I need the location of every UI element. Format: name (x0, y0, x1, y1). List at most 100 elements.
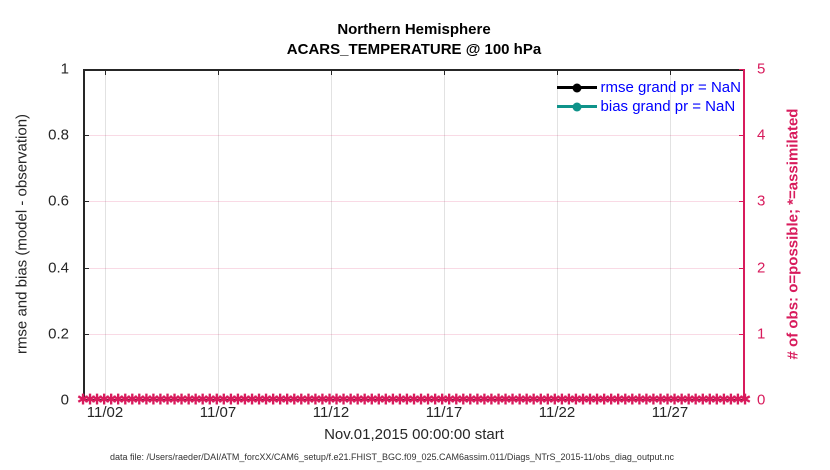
obs-count-marker: ✱ (731, 391, 745, 409)
obs-count-marker: ✱ (457, 391, 470, 409)
gridline-horizontal (83, 333, 745, 335)
y-tick-label-right: 0 (757, 391, 766, 409)
obs-count-marker: ✱ (478, 391, 491, 409)
obs-count-marker: ✱ (583, 391, 597, 409)
legend-row: rmse grand pr = NaN (556, 78, 741, 97)
obs-count-marker: ✱ (323, 391, 336, 409)
legend-line-sample (556, 102, 597, 111)
obs-count-marker: ✱ (569, 391, 583, 409)
obs-count-marker: ✱ (295, 391, 308, 409)
obs-count-marker: ✱ (485, 391, 498, 409)
obs-count-marker: ✱ (287, 391, 301, 409)
obs-count-marker: ✱ (175, 391, 188, 409)
tick-mark-top (669, 69, 671, 75)
obs-count-marker: ✱ (358, 391, 371, 409)
obs-count-marker: ✱ (280, 391, 294, 409)
obs-count-marker: ✱ (309, 391, 322, 409)
tick-mark-right (739, 400, 745, 401)
tick-mark-right (739, 69, 745, 70)
obs-count-marker: ✱ (302, 391, 315, 409)
obs-count-marker: ✱ (527, 391, 541, 409)
obs-count-marker: ✱ (147, 391, 160, 409)
obs-count-marker: ✱ (738, 391, 752, 409)
chart-title-line2: ACARS_TEMPERATURE @ 100 hPa (286, 41, 542, 58)
obs-count-marker: ✱ (393, 391, 407, 409)
y-axis-ticks-right: 0 1 2 3 4 5 (751, 61, 811, 409)
axis-bottom (83, 399, 745, 400)
tick-mark-top (556, 69, 558, 75)
y-tick-label-right: 2 (757, 259, 766, 277)
obs-count-marker: ✱ (442, 391, 456, 409)
obs-count-marker: ✱ (386, 391, 400, 409)
legend-label: bias grand pr = NaN (600, 98, 736, 115)
gridline-vertical (556, 69, 558, 400)
x-tick-label: 11/12 (312, 404, 350, 421)
obs-count-marker: ✱ (611, 391, 625, 409)
obs-count-marker: ✱ (668, 391, 681, 409)
obs-count-marker: ✱ (421, 391, 435, 409)
obs-count-marker: ✱ (654, 391, 667, 409)
obs-count-marker: ✱ (379, 391, 393, 409)
obs-count-marker: ✱ (330, 391, 343, 409)
obs-count-marker: ✱ (111, 391, 125, 409)
obs-count-marker: ✱ (400, 391, 414, 409)
y-tick-label-left: 1 (60, 60, 69, 78)
x-tick-label: 11/07 (199, 404, 237, 421)
tick-mark-right (739, 135, 745, 137)
obs-count-marker: ✱ (217, 391, 231, 409)
obs-count-marker: ✱ (435, 391, 449, 409)
legend-label: rmse grand pr = NaN (600, 79, 741, 96)
obs-count-marker: ✱ (154, 391, 167, 409)
chart-title-line1: Northern Hemisphere (337, 21, 491, 38)
obs-count-marker: ✱ (506, 391, 519, 409)
obs-count-marker: ✱ (118, 391, 132, 409)
y-tick-label-left: 0.8 (48, 126, 69, 144)
obs-count-marker: ✱ (562, 391, 576, 409)
y-tick-label-left: 0.6 (48, 192, 69, 210)
obs-count-marker: ✱ (675, 391, 688, 409)
data-file-caption: data file: /Users/raeder/DAI/ATM_forcXX/… (110, 452, 674, 462)
obs-count-marker: ✱ (576, 391, 590, 409)
obs-count-marker: ✱ (344, 391, 357, 409)
axis-left (83, 69, 85, 400)
tick-mark-top (104, 69, 106, 75)
obs-count-marker: ✱ (316, 391, 329, 409)
x-axis-ticks: 11/02 11/07 11/12 11/17 11/22 11/27 (83, 404, 745, 424)
gridline-vertical (330, 69, 332, 400)
obs-count-marker: ✱ (682, 391, 695, 409)
obs-count-marker: ✱ (449, 391, 463, 409)
obs-count-marker: ✱ (126, 391, 139, 409)
obs-count-marker: ✱ (231, 391, 245, 409)
x-tick-label: 11/02 (86, 404, 124, 421)
obs-count-marker: ✱ (513, 391, 526, 409)
obs-count-marker: ✱ (604, 391, 618, 409)
obs-count-marker: ✱ (703, 391, 717, 409)
legend-line-sample (556, 83, 597, 92)
legend-marker-dot (572, 102, 582, 111)
x-tick-label: 11/22 (538, 404, 576, 421)
tick-mark-left (83, 333, 89, 335)
obs-count-marker: ✱ (618, 391, 632, 409)
obs-count-marker: ✱ (597, 391, 611, 409)
obs-count-marker: ✱ (161, 391, 174, 409)
y-tick-label-right: 1 (757, 325, 766, 343)
obs-count-marker: ✱ (407, 391, 421, 409)
y-tick-label-left: 0.2 (48, 325, 69, 343)
obs-count-marker: ✱ (499, 391, 512, 409)
obs-count-marker: ✱ (710, 391, 724, 409)
obs-count-marker: ✱ (633, 391, 646, 409)
x-tick-label: 11/27 (651, 404, 689, 421)
obs-count-marker: ✱ (83, 391, 97, 409)
tick-mark-right (739, 201, 745, 203)
axis-top (83, 69, 745, 71)
y-axis-ticks-left: 0 0.2 0.4 0.6 0.8 1 (0, 61, 76, 409)
tick-mark-left (83, 135, 89, 137)
axis-right (743, 69, 745, 400)
y-tick-label-left: 0 (60, 391, 69, 409)
obs-count-marker: ✱ (696, 391, 710, 409)
gridline-vertical (443, 69, 445, 400)
obs-count-marker: ✱ (365, 391, 379, 409)
obs-count-marker: ✱ (168, 391, 181, 409)
chart-title: Northern Hemisphere ACARS_TEMPERATURE @ … (83, 20, 745, 60)
obs-count-marker: ✱ (724, 391, 738, 409)
